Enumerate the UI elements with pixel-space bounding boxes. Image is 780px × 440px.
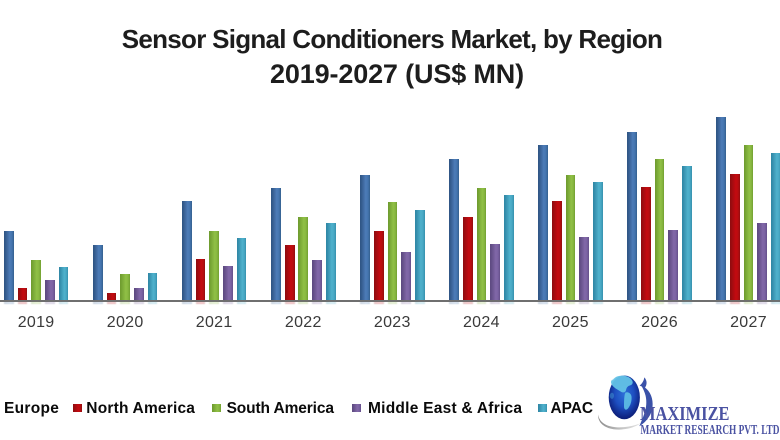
svg-text:MAXIMIZE: MAXIMIZE bbox=[640, 403, 730, 425]
svg-text:MARKET RESEARCH PVT. LTD: MARKET RESEARCH PVT. LTD bbox=[641, 422, 780, 437]
